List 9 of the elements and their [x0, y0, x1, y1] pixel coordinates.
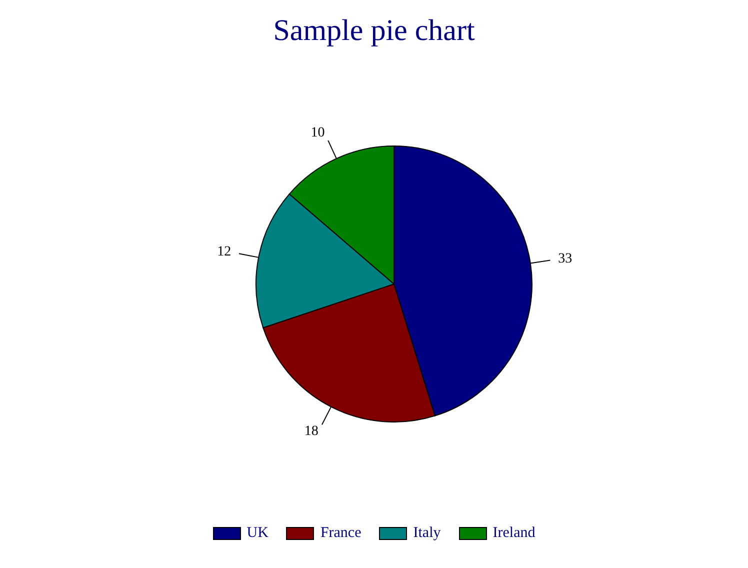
- legend-label: France: [320, 525, 362, 542]
- data-label: 18: [304, 424, 318, 440]
- legend-label: Ireland: [492, 525, 536, 542]
- legend-label: UK: [246, 525, 268, 542]
- data-label: 12: [217, 244, 232, 260]
- chart-title: Sample pie chart: [273, 14, 476, 47]
- data-label: 33: [558, 252, 572, 267]
- legend-label: Italy: [413, 525, 441, 542]
- data-label: 10: [310, 126, 325, 141]
